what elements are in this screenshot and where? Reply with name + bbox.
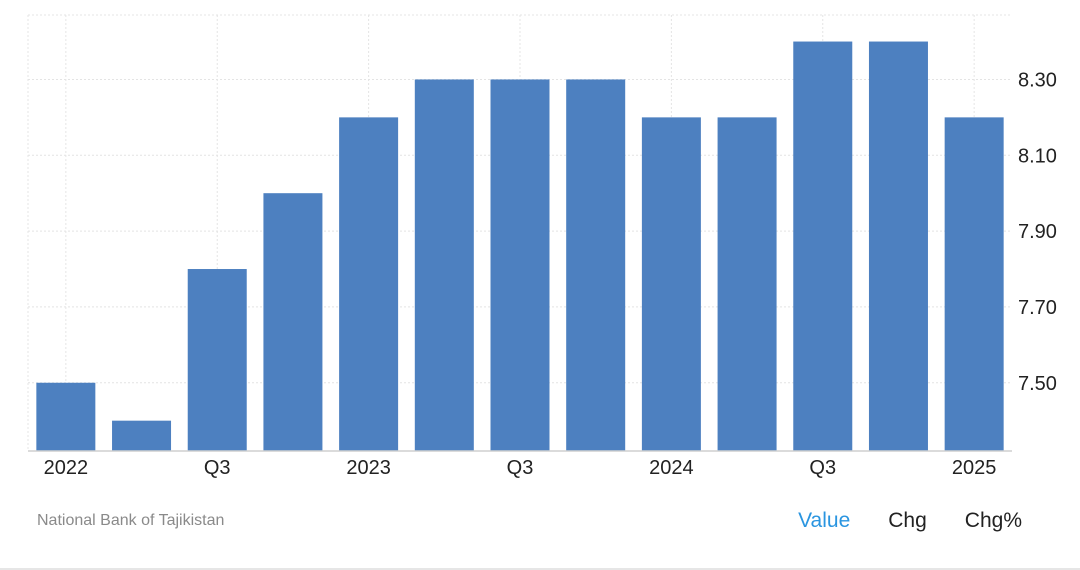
x-tick-label: 2022 xyxy=(44,457,89,479)
y-tick-label: 7.50 xyxy=(1018,373,1057,395)
bar xyxy=(717,117,777,451)
bar xyxy=(490,79,550,451)
chart-footer: National Bank of Tajikistan Value Chg Ch… xyxy=(0,500,1080,550)
bottom-divider xyxy=(0,568,1080,570)
y-tick-label: 7.90 xyxy=(1018,221,1057,243)
x-tick-label: 2023 xyxy=(346,457,391,479)
x-tick-label: 2024 xyxy=(649,457,694,479)
tab-value[interactable]: Value xyxy=(798,509,851,532)
source-label: National Bank of Tajikistan xyxy=(37,512,225,529)
bar xyxy=(868,41,928,452)
x-tick-label: Q3 xyxy=(809,457,836,479)
bar xyxy=(793,41,853,452)
bar xyxy=(112,420,172,451)
bar xyxy=(566,79,626,451)
x-tick-labels: 2022 Q3 2023 Q3 2024 Q3 2025 xyxy=(44,457,997,479)
bar xyxy=(263,193,323,452)
view-tabs: Value Chg Chg% xyxy=(798,509,1022,533)
tab-chg[interactable]: Chg xyxy=(888,509,927,532)
bar xyxy=(641,117,701,451)
x-tick-label: Q3 xyxy=(507,457,534,479)
bar xyxy=(36,382,96,451)
x-tick-label: 2025 xyxy=(952,457,997,479)
bar xyxy=(339,117,399,451)
bar xyxy=(187,269,247,451)
bar xyxy=(944,117,1004,451)
x-tick-label: Q3 xyxy=(204,457,231,479)
y-tick-label: 8.10 xyxy=(1018,145,1057,167)
tab-chg-percent[interactable]: Chg% xyxy=(964,509,1022,532)
y-tick-label: 7.70 xyxy=(1018,297,1057,319)
bars xyxy=(36,41,1004,452)
bar xyxy=(414,79,474,451)
bar-chart: 2022 Q3 2023 Q3 2024 Q3 2025 7.50 7.70 7.90 8.10 8… xyxy=(27,14,1057,479)
y-tick-label: 8.30 xyxy=(1018,69,1057,91)
y-tick-labels: 7.50 7.70 7.90 8.10 8.30 xyxy=(1018,69,1057,394)
